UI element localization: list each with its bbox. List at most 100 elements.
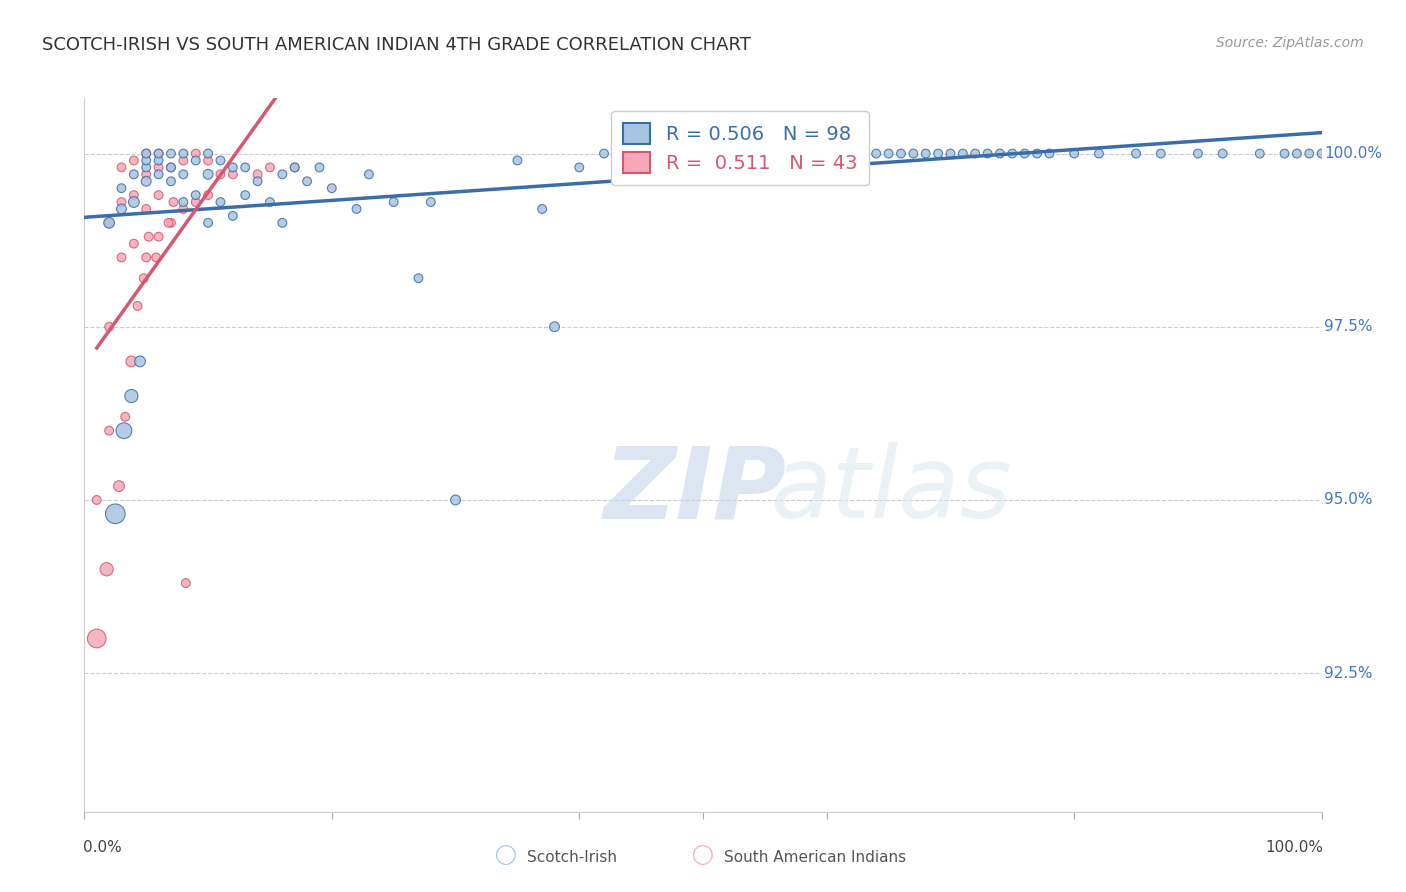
Point xyxy=(1026,146,1049,161)
Point xyxy=(865,146,887,161)
Point xyxy=(1298,146,1320,161)
Point xyxy=(148,153,170,168)
Point xyxy=(259,195,281,210)
Point xyxy=(988,146,1011,161)
Point xyxy=(1001,146,1024,161)
Point xyxy=(1249,146,1271,161)
Point xyxy=(1014,146,1036,161)
Point xyxy=(86,492,108,507)
Point xyxy=(766,146,789,161)
Point xyxy=(209,167,232,181)
Point xyxy=(790,146,813,161)
Point xyxy=(160,146,183,161)
Point xyxy=(197,146,219,161)
Point xyxy=(841,146,863,161)
Point xyxy=(209,195,232,210)
Text: ZIP: ZIP xyxy=(605,442,787,539)
Point xyxy=(148,167,170,181)
Point xyxy=(295,174,318,188)
Point xyxy=(419,195,441,210)
Point xyxy=(110,161,132,175)
Point xyxy=(122,195,145,210)
Point xyxy=(877,146,900,161)
Point xyxy=(828,146,851,161)
Point xyxy=(172,146,194,161)
Point xyxy=(98,424,121,438)
Point xyxy=(903,146,925,161)
Point xyxy=(184,188,207,202)
Point xyxy=(233,161,256,175)
Point xyxy=(148,188,170,202)
Point xyxy=(531,202,554,216)
Point xyxy=(1150,146,1173,161)
Point xyxy=(692,146,714,161)
Point xyxy=(568,161,591,175)
Text: SCOTCH-IRISH VS SOUTH AMERICAN INDIAN 4TH GRADE CORRELATION CHART: SCOTCH-IRISH VS SOUTH AMERICAN INDIAN 4T… xyxy=(42,36,751,54)
Point xyxy=(246,174,269,188)
Point xyxy=(112,424,135,438)
Point xyxy=(1310,146,1333,161)
Point xyxy=(122,167,145,181)
Point xyxy=(965,146,987,161)
Point xyxy=(976,146,998,161)
Point xyxy=(135,146,157,161)
Point xyxy=(679,146,702,161)
Point xyxy=(643,146,665,161)
Point xyxy=(222,161,245,175)
Point xyxy=(162,195,184,210)
Point xyxy=(160,216,183,230)
Point xyxy=(184,146,207,161)
Point xyxy=(172,153,194,168)
Point xyxy=(321,181,343,195)
Point xyxy=(1038,146,1060,161)
Point xyxy=(160,174,183,188)
Point xyxy=(174,576,197,591)
Text: 100.0%: 100.0% xyxy=(1265,840,1323,855)
Point xyxy=(593,146,616,161)
Point xyxy=(184,195,207,210)
Point xyxy=(110,181,132,195)
Point xyxy=(122,236,145,251)
Point xyxy=(408,271,430,285)
Text: atlas: atlas xyxy=(770,442,1012,539)
Point xyxy=(135,167,157,181)
Legend: R = 0.506   N = 98, R =  0.511   N = 43: R = 0.506 N = 98, R = 0.511 N = 43 xyxy=(612,112,869,185)
Text: ◯: ◯ xyxy=(692,846,714,865)
Point xyxy=(444,492,467,507)
Point xyxy=(1274,146,1296,161)
Point xyxy=(271,167,294,181)
Point xyxy=(927,146,949,161)
Point xyxy=(135,146,157,161)
Point xyxy=(114,409,136,424)
Point xyxy=(127,299,149,313)
Point xyxy=(172,167,194,181)
Point xyxy=(197,216,219,230)
Point xyxy=(655,146,678,161)
Point xyxy=(132,271,155,285)
Point xyxy=(728,146,751,161)
Point xyxy=(98,216,121,230)
Point xyxy=(209,153,232,168)
Point xyxy=(148,146,170,161)
Point xyxy=(86,632,108,646)
Point xyxy=(98,216,121,230)
Point xyxy=(120,389,142,403)
Text: South American Indians: South American Indians xyxy=(724,850,907,865)
Point xyxy=(96,562,118,576)
Point xyxy=(259,161,281,175)
Point xyxy=(692,146,714,161)
Point xyxy=(939,146,962,161)
Point xyxy=(1088,146,1111,161)
Point xyxy=(122,188,145,202)
Point xyxy=(172,195,194,210)
Point xyxy=(382,195,405,210)
Point xyxy=(172,202,194,216)
Point xyxy=(890,146,912,161)
Point xyxy=(197,153,219,168)
Point xyxy=(1187,146,1209,161)
Point xyxy=(197,188,219,202)
Text: Source: ZipAtlas.com: Source: ZipAtlas.com xyxy=(1216,36,1364,50)
Point xyxy=(1063,146,1085,161)
Point xyxy=(1125,146,1147,161)
Point xyxy=(148,161,170,175)
